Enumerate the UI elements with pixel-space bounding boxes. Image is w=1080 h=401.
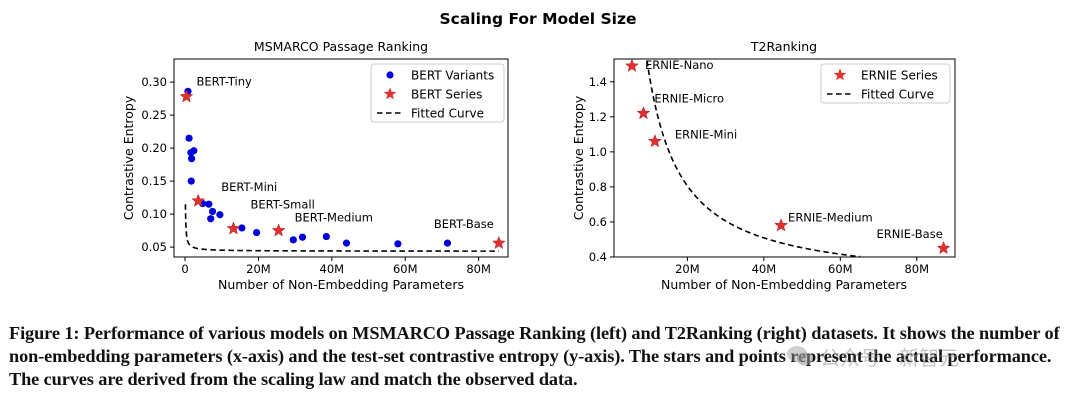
legend-star-icon [383,87,397,100]
series-star [636,106,651,120]
fitted-curve [184,204,499,252]
figure-canvas: Scaling For Model Size MSMARCO Passage R… [121,10,956,292]
plot-frame [173,58,509,258]
data-points [184,87,452,248]
series-star [936,240,951,255]
x-tick-label: 40M [752,262,777,276]
chart-title: T2Ranking [750,39,817,54]
y-axis-label: Contrastive Entropy [121,95,136,220]
series-star [191,193,206,207]
bert-variant-point [187,177,195,185]
legend-frame [370,63,505,123]
axis-ticks: 20M 40M 60M 80M 0.4 0.6 0.8 1.0 1.2 1.4 [589,75,929,276]
chart-t2ranking: T2Ranking Contrastive Entropy Number of … [571,39,956,292]
x-tick-label: 20M [675,262,700,276]
star-label: ERNIE-Medium [788,210,873,224]
series-star [647,134,662,148]
y-tick-label: 0.15 [141,174,167,188]
y-tick-label: 0.10 [141,207,167,221]
y-tick-label: 0.20 [141,141,167,155]
legend-label: Fitted Curve [411,107,484,121]
series-star [179,89,194,103]
y-tick-label: 0.30 [141,75,167,89]
series-star [625,58,639,72]
x-tick-label: 80M [466,262,491,276]
legend: ERNIE Series Fitted Curve [820,63,951,104]
y-tick-label: 1.0 [589,145,607,159]
legend-label: BERT Series [411,88,482,102]
legend: BERT Variants BERT Series Fitted Curve [370,63,505,123]
legend-label: BERT Variants [411,69,494,83]
series-star [774,218,789,232]
bert-variant-point [238,224,246,232]
bert-variant-point [216,211,224,219]
bert-variant-point [185,134,193,142]
caption-label: Figure 1: [9,323,80,343]
legend-label: ERNIE Series [861,69,938,83]
y-tick-label: 0.4 [589,250,607,264]
legend-label: Fitted Curve [861,88,934,102]
bert-variant-point [289,236,297,244]
bert-variant-point [207,215,215,223]
star-annotations: ERNIE-Nano ERNIE-Micro ERNIE-Mini ERNIE-Med… [645,58,943,241]
y-tick-label: 0.6 [589,215,607,229]
axis-ticks: 0 20M 40M 60M 80M 0.05 0.10 0.15 0.20 0.25 0.30 [141,75,491,276]
series-star [491,235,506,250]
bert-variant-point [188,155,196,163]
bert-variant-point [205,200,213,208]
y-axis-label: Contrastive Entropy [571,95,586,220]
series-star [226,221,241,235]
bert-variant-point [443,239,452,247]
star-label: BERT-Medium [295,211,373,225]
star-points [625,58,951,255]
bert-variant-point [342,239,351,247]
bert-variant-point [298,233,307,241]
legend-frame [820,63,951,104]
series-star [271,223,286,237]
chart-msmarco: MSMARCO Passage Ranking Contrastive Entr… [121,39,509,292]
star-label: ERNIE-Base [877,227,943,241]
x-tick-label: 0 [181,262,188,276]
figure-caption: Figure 1: Performance of various models … [9,322,1075,391]
plot-frame [613,58,956,258]
bert-variant-point [208,207,217,216]
bert-variant-point [322,232,330,241]
x-tick-label: 40M [320,262,345,276]
bert-variant-point [190,147,198,155]
star-label: ERNIE-Nano [645,58,714,72]
star-label: BERT-Base [434,217,494,231]
x-tick-label: 20M [246,262,271,276]
legend-circle-icon [386,71,394,79]
x-tick-label: 60M [393,262,418,276]
legend-star-icon [833,68,847,81]
fitted-curve [646,60,861,258]
x-axis-label: Number of Non-Embedding Parameters [661,277,907,292]
y-tick-label: 1.2 [589,110,607,124]
y-tick-label: 1.4 [589,75,607,89]
star-label: BERT-Small [250,198,314,212]
star-label: BERT-Tiny [196,75,252,89]
star-label: ERNIE-Micro [654,91,724,105]
chart-title: MSMARCO Passage Ranking [254,39,428,54]
caption-text: Performance of various models on MSMARCO… [9,323,1060,389]
y-tick-label: 0.25 [141,108,167,122]
bert-variant-point [394,240,402,248]
star-label: BERT-Mini [221,180,277,194]
figure-suptitle: Scaling For Model Size [439,10,636,28]
x-tick-label: 80M [904,262,929,276]
star-points [179,89,506,250]
x-axis-label: Number of Non-Embedding Parameters [218,277,464,292]
x-tick-label: 60M [828,262,853,276]
y-tick-label: 0.05 [141,240,167,254]
star-label: ERNIE-Mini [675,127,737,141]
bert-variant-point [252,228,261,237]
y-tick-label: 0.8 [589,180,607,194]
